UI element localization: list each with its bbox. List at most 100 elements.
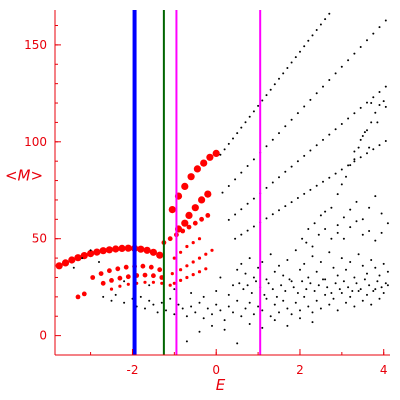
data-point <box>374 111 377 114</box>
data-point <box>100 280 106 286</box>
data-point <box>177 303 180 306</box>
data-point <box>328 251 331 254</box>
data-point <box>190 305 193 308</box>
data-point <box>248 301 251 304</box>
data-point <box>185 315 188 318</box>
data-point <box>311 311 314 314</box>
data-point <box>286 67 289 69</box>
data-point <box>257 104 260 107</box>
data-point <box>296 197 299 199</box>
data-point <box>236 299 239 302</box>
data-point <box>271 288 274 291</box>
data-point <box>117 275 123 281</box>
data-point <box>206 153 214 161</box>
data-point <box>349 261 352 263</box>
data-point <box>309 282 312 285</box>
data-point <box>271 138 274 141</box>
data-point <box>361 233 364 236</box>
data-point <box>359 156 362 159</box>
data-point <box>265 278 268 281</box>
data-point <box>336 231 339 234</box>
data-point <box>322 180 324 183</box>
data-point <box>307 228 310 230</box>
data-point <box>252 276 255 279</box>
data-point <box>261 326 264 329</box>
data-point <box>351 290 354 292</box>
data-point <box>353 150 356 153</box>
data-point <box>261 309 264 312</box>
data-point <box>179 268 183 272</box>
data-point <box>309 188 312 191</box>
data-point <box>173 313 176 316</box>
data-point <box>376 121 379 124</box>
data-point <box>363 131 366 134</box>
data-point <box>185 244 189 249</box>
data-point <box>363 278 366 281</box>
data-point <box>370 102 373 104</box>
data-point <box>334 72 337 75</box>
data-point <box>257 305 260 308</box>
data-point <box>284 125 287 128</box>
data-point <box>219 153 222 156</box>
data-point <box>142 272 148 278</box>
data-point <box>299 268 301 271</box>
data-point <box>244 272 247 275</box>
data-point <box>382 292 385 294</box>
data-point <box>197 237 202 241</box>
data-point <box>299 309 301 312</box>
data-point <box>151 280 155 284</box>
data-point <box>345 268 347 271</box>
data-point <box>290 118 293 121</box>
data-point <box>185 264 189 268</box>
data-point <box>284 170 287 173</box>
data-point <box>307 39 310 42</box>
data-point <box>180 228 186 234</box>
y-tick-label: 50 <box>32 232 47 246</box>
data-point <box>384 105 387 108</box>
data-point <box>336 309 339 312</box>
data-point <box>273 270 276 273</box>
data-point <box>319 307 322 310</box>
data-point <box>234 237 237 240</box>
data-point <box>215 303 218 306</box>
data-point <box>345 175 347 178</box>
x-tick-label: 2 <box>296 363 304 377</box>
data-point <box>257 266 260 269</box>
data-point <box>315 270 318 273</box>
data-point <box>353 305 356 308</box>
data-point <box>280 284 283 287</box>
data-point <box>98 261 100 263</box>
data-point <box>269 315 272 318</box>
data-point <box>244 307 247 310</box>
data-point <box>366 101 368 104</box>
data-point <box>345 301 347 304</box>
data-point <box>366 293 368 296</box>
data-point <box>340 168 343 171</box>
data-point <box>296 112 299 115</box>
data-point <box>330 292 333 294</box>
data-point <box>227 218 230 221</box>
data-point <box>143 280 147 284</box>
data-point <box>236 268 239 271</box>
data-point <box>336 274 339 277</box>
data-point <box>294 56 297 59</box>
data-point <box>290 165 293 168</box>
data-point <box>342 237 345 240</box>
data-point <box>265 145 268 148</box>
data-point <box>357 146 360 149</box>
data-point <box>248 323 251 325</box>
data-point <box>232 137 234 140</box>
data-point <box>223 148 226 151</box>
data-point <box>123 264 129 270</box>
data-point <box>359 138 362 141</box>
data-point <box>118 244 126 252</box>
data-point <box>192 220 198 226</box>
data-point <box>90 275 96 280</box>
data-point <box>143 246 151 254</box>
data-point <box>370 259 373 261</box>
data-point <box>305 241 308 244</box>
data-point <box>315 29 318 31</box>
data-point <box>246 202 249 205</box>
data-point <box>370 121 373 124</box>
data-point <box>303 105 306 108</box>
